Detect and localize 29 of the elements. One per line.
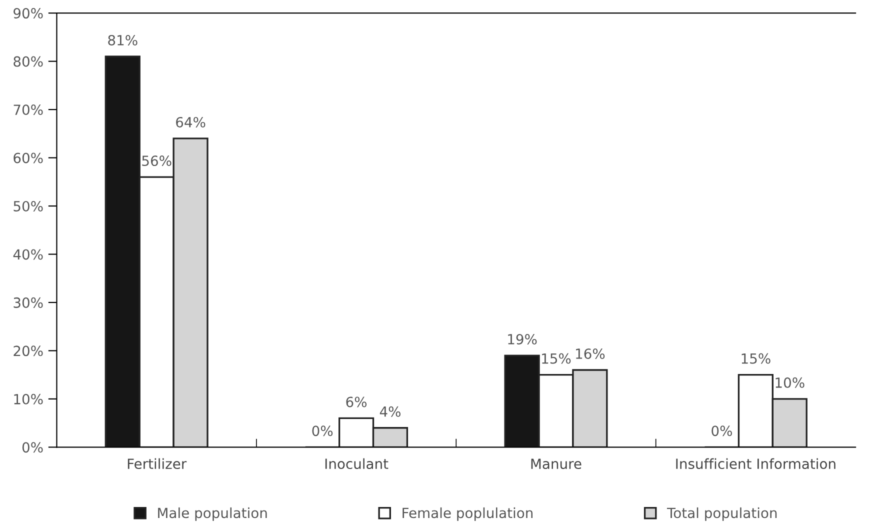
data-label: 16% (576, 348, 605, 359)
data-label: 19% (508, 334, 537, 344)
data-label: 10% (776, 377, 804, 388)
data-label: 0% (312, 426, 333, 436)
y-tick-label: 30% (14, 297, 43, 308)
x-tick-label: Inoculant (325, 458, 388, 470)
data-label: 0% (712, 426, 732, 436)
legend-label: Female poplulation (402, 507, 533, 521)
data-label: 6% (346, 396, 367, 408)
y-tick-label: 0% (22, 442, 43, 453)
y-tick-label: 70% (14, 104, 43, 116)
data-label: 15% (542, 353, 571, 364)
data-label: 15% (742, 353, 770, 364)
y-tick-label: 10% (14, 394, 43, 404)
y-tick-label: 60% (14, 152, 43, 164)
legend-label: Male population (158, 507, 267, 521)
x-tick-label: Fertilizer (128, 458, 187, 470)
y-tick-label: 80% (14, 56, 43, 67)
data-label: 4% (380, 406, 400, 417)
x-tick-label: Manure (531, 458, 582, 470)
data-label: 64% (176, 116, 206, 128)
data-label: 56% (142, 156, 172, 166)
y-tick-label: 20% (14, 346, 43, 356)
data-label: 81% (108, 34, 138, 46)
y-tick-label: 90% (14, 8, 43, 19)
y-tick-label: 50% (14, 200, 43, 212)
x-tick-label: Insufficient Information (676, 458, 836, 470)
legend-label: Total population (666, 507, 777, 521)
y-tick-label: 40% (13, 249, 43, 260)
